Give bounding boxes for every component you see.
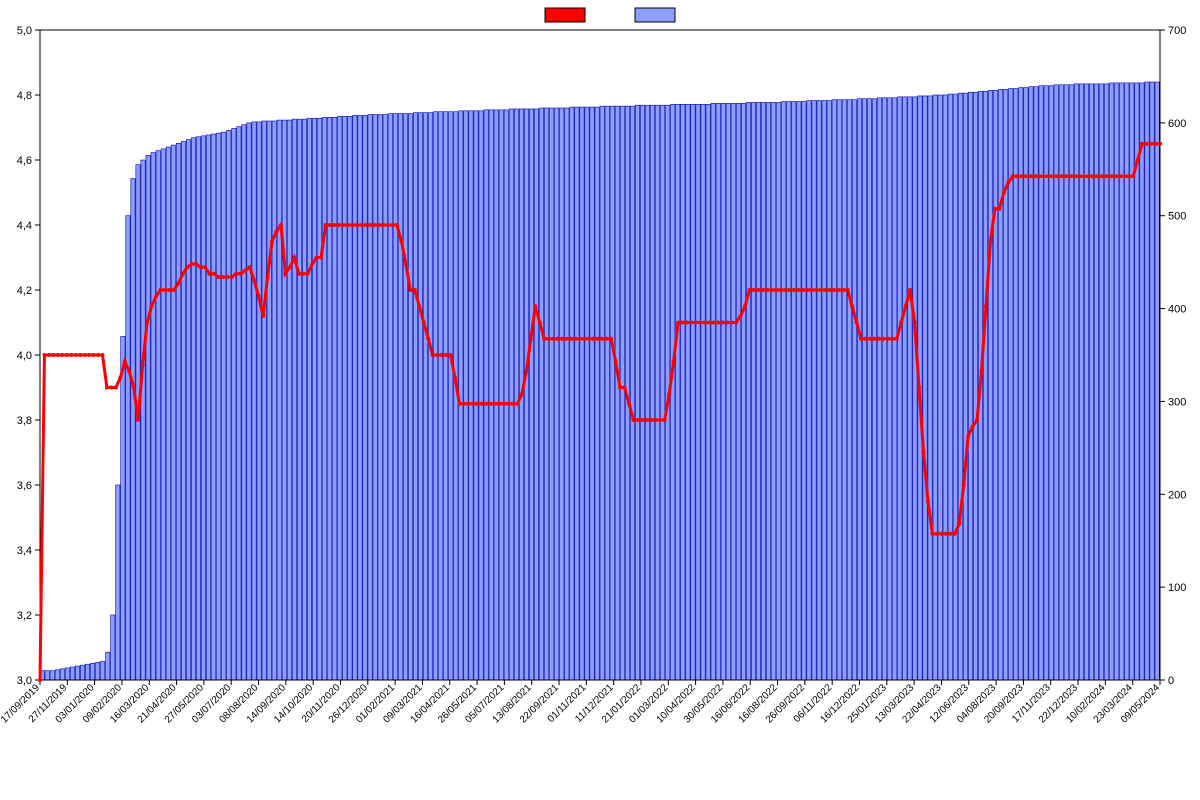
left-axis-tick-label: 3,8 [17, 415, 32, 427]
left-axis-tick-label: 4,8 [17, 90, 32, 102]
right-axis-tick-label: 200 [1168, 489, 1186, 501]
left-axis-tick-label: 3,2 [17, 610, 32, 622]
left-axis-tick-label: 4,6 [17, 155, 32, 167]
right-axis-tick-label: 600 [1168, 118, 1186, 130]
legend-swatch-line [545, 8, 585, 22]
left-axis-tick-label: 4,2 [17, 285, 32, 297]
left-axis-tick-label: 3,6 [17, 480, 32, 492]
right-axis-tick-label: 100 [1168, 582, 1186, 594]
left-axis-tick-label: 5,0 [17, 25, 32, 37]
left-axis-tick-label: 4,0 [17, 350, 32, 362]
left-axis-tick-label: 4,4 [17, 220, 32, 232]
right-axis-tick-label: 300 [1168, 396, 1186, 408]
right-axis-tick-label: 700 [1168, 25, 1186, 37]
left-axis-tick-label: 3,0 [17, 675, 32, 687]
left-axis-tick-label: 3,4 [17, 545, 32, 557]
right-axis-tick-label: 500 [1168, 211, 1186, 223]
right-axis-tick-label: 0 [1168, 675, 1174, 687]
right-axis-tick-label: 400 [1168, 304, 1186, 316]
legend-swatch-bars [635, 8, 675, 22]
dual-axis-chart: 3,0 3,2 3,4 3,6 3,8 4,0 4,2 4,4 4,6 4,8 5,0 0 100 200… [0, 0, 1200, 800]
